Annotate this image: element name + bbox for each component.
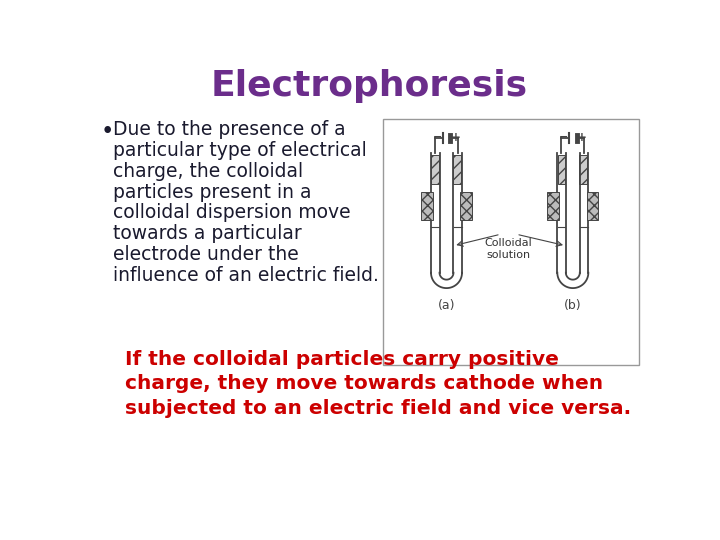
Text: Electrophoresis: Electrophoresis [210, 69, 528, 103]
Bar [558, 155, 565, 184]
Text: (a): (a) [438, 299, 455, 312]
Text: towards a particular: towards a particular [113, 224, 302, 243]
Bar [453, 155, 461, 184]
Text: +: + [577, 131, 587, 144]
Bar [431, 155, 439, 184]
Text: •: • [101, 120, 114, 143]
Bar [580, 155, 588, 184]
Text: Colloidal
solution: Colloidal solution [485, 238, 532, 260]
Text: charge, they move towards cathode when: charge, they move towards cathode when [125, 374, 603, 393]
Bar [421, 192, 433, 220]
Text: subjected to an electric field and vice versa.: subjected to an electric field and vice … [125, 399, 631, 418]
Text: particular type of electrical: particular type of electrical [113, 141, 367, 160]
Text: −: − [433, 132, 442, 142]
Text: influence of an electric field.: influence of an electric field. [113, 266, 379, 285]
Text: charge, the colloidal: charge, the colloidal [113, 162, 303, 181]
Text: If the colloidal particles carry positive: If the colloidal particles carry positiv… [125, 350, 559, 369]
Text: Due to the presence of a: Due to the presence of a [113, 120, 346, 139]
Text: particles present in a: particles present in a [113, 183, 312, 201]
Bar [587, 192, 598, 220]
Bar [461, 192, 472, 220]
Text: (b): (b) [564, 299, 582, 312]
Text: −: − [559, 132, 568, 142]
Text: electrode under the: electrode under the [113, 245, 299, 264]
Bar [547, 192, 559, 220]
Text: +: + [451, 131, 461, 144]
Text: colloidal dispersion move: colloidal dispersion move [113, 204, 351, 222]
Bar [383, 119, 639, 365]
